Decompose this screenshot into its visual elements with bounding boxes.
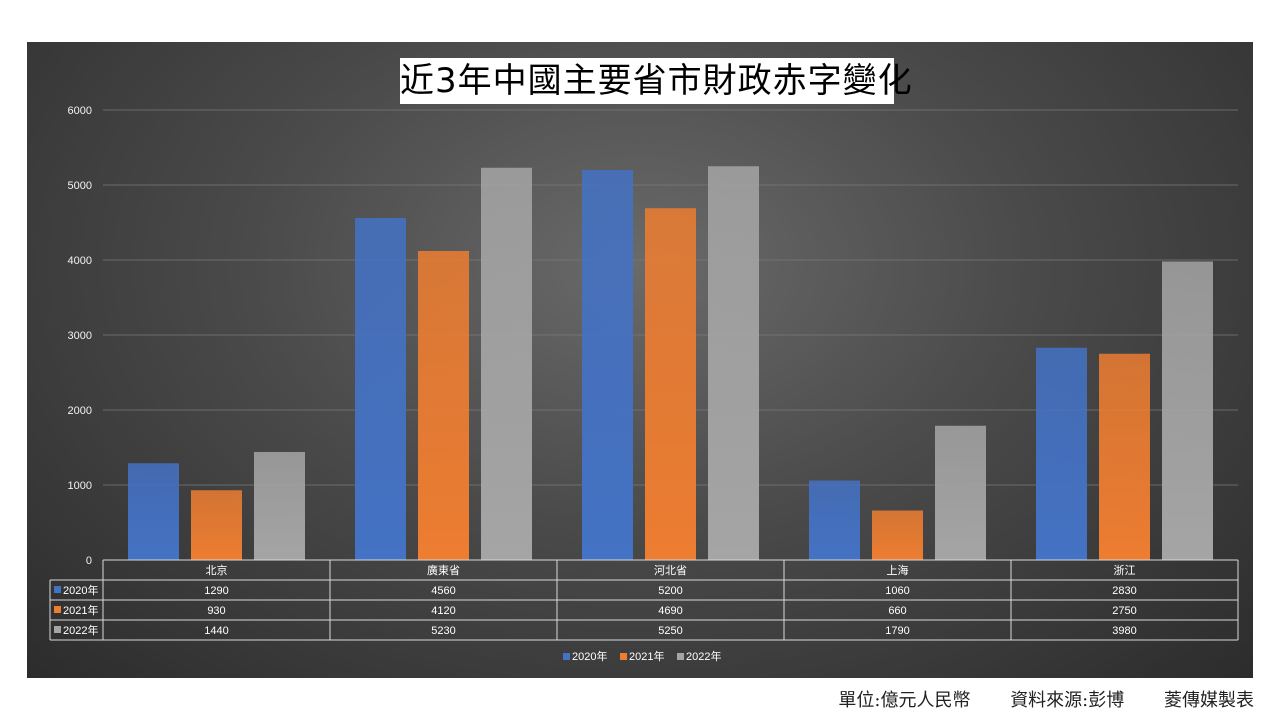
legend-key [677,653,684,660]
y-tick-label: 2000 [68,405,92,417]
table-cell-value: 5250 [658,625,682,637]
bar [128,463,179,560]
unit-note: 單位:億元人民幣 [838,690,971,711]
y-tick-label: 3000 [68,330,92,342]
table-cell-value: 4560 [431,585,455,597]
y-tick-label: 1000 [68,480,92,492]
bar [1162,261,1213,560]
table-cell-value: 4120 [431,605,455,617]
bar [418,251,469,560]
bar [935,425,986,560]
bar [254,452,305,560]
table-cell-value: 2750 [1112,605,1136,617]
bar [1036,347,1087,560]
bar [355,218,406,560]
bar [582,170,633,560]
bars [128,166,1213,560]
table-cell-value: 1440 [204,625,228,637]
credit-note: 菱傳媒製表 [1164,690,1254,711]
table-cell-value: 930 [207,605,225,617]
bar [1099,353,1150,560]
bar [708,166,759,560]
table-legend-key [54,626,61,633]
table-series-label: 2020年 [63,583,98,597]
table-legend-key [54,606,61,613]
bar [191,490,242,560]
x-tick-label: 浙江 [1114,564,1136,577]
table-series-label: 2021年 [63,603,98,617]
table-cell-value: 660 [888,605,906,617]
chart-title: 近3年中國主要省市財政赤字變化 [400,58,912,104]
legend-label: 2021年 [629,649,664,663]
legend-key [620,653,627,660]
y-axis: 0 1000 2000 3000 4000 5000 6000 [68,105,92,567]
table-cell-value: 1790 [885,625,909,637]
table-cell-value: 3980 [1112,625,1136,637]
x-tick-label: 河北省 [654,564,687,577]
bar [809,480,860,560]
bar [872,510,923,560]
legend: 2020年 2021年 2022年 [563,649,721,663]
legend-label: 2020年 [572,649,607,663]
x-tick-label: 廣東省 [427,563,460,577]
legend-key [563,653,570,660]
table-cell-value: 1290 [204,585,228,597]
bar [645,208,696,560]
y-tick-label: 4000 [68,255,92,267]
table-cell-value: 5200 [658,585,682,597]
x-tick-label: 北京 [206,563,228,577]
legend-label: 2022年 [686,649,721,663]
table-cell-value: 4690 [658,605,682,617]
y-tick-label: 6000 [68,105,92,117]
y-tick-label: 5000 [68,180,92,192]
source-note: 資料來源:彭博 [1010,690,1125,711]
y-tick-label: 0 [86,555,92,567]
table-series-label: 2022年 [63,623,98,637]
table-cell-value: 5230 [431,625,455,637]
table-cell-value: 1060 [885,585,909,597]
table-cell-value: 2830 [1112,585,1136,597]
x-tick-label: 上海 [887,563,909,577]
table-legend-key [54,586,61,593]
footer: 單位:億元人民幣 資料來源:彭博 菱傳媒製表 [804,686,1254,711]
bar [481,167,532,560]
data-table: 北京 廣東省 河北省 上海 浙江 2020年 1290 4560 5200 1060 2830 202… [49,559,1239,641]
